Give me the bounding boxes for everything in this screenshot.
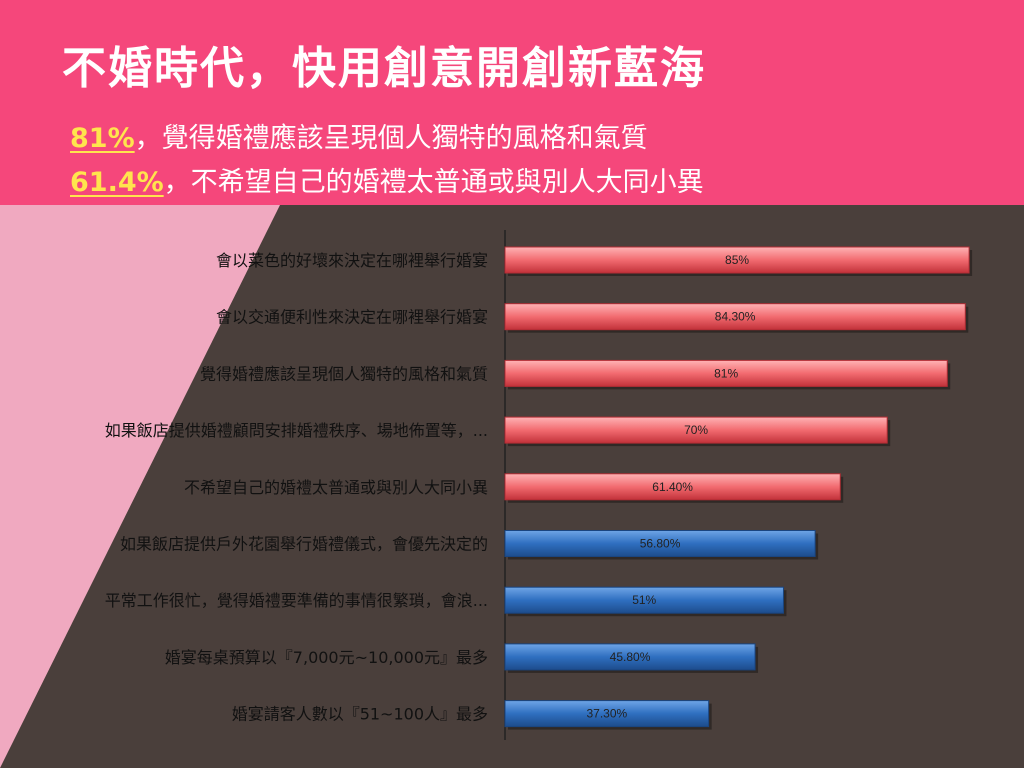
data-label-7: 51%	[632, 593, 656, 607]
left-pink-panel	[0, 205, 280, 768]
category-label-7: 平常工作很忙，覺得婚禮要準備的事情很繁瑣，會浪...	[105, 591, 488, 610]
bar-5	[504, 473, 841, 501]
category-label-6: 如果飯店提供戶外花園舉行婚禮儀式，會優先決定的	[120, 535, 488, 554]
highlight-percent-1: 81%	[70, 123, 135, 154]
slide-title: 不婚時代，快用創意開創新藍海	[62, 43, 706, 94]
highlight-text-2: ，不希望自己的婚禮太普通或與別人大同小異	[163, 167, 704, 198]
highlight-text-1: ，覺得婚禮應該呈現個人獨特的風格和氣質	[134, 123, 648, 154]
bar-1	[504, 246, 970, 274]
highlight-line-1: 81%，覺得婚禮應該呈現個人獨特的風格和氣質	[70, 116, 648, 155]
bar-9	[504, 700, 710, 728]
bar-4	[504, 416, 888, 444]
data-label-6: 56.80%	[640, 537, 681, 551]
data-label-1: 85%	[725, 253, 749, 267]
data-label-8: 45.80%	[610, 650, 651, 664]
category-label-4: 如果飯店提供婚禮顧問安排婚禮秩序、場地佈置等，...	[105, 421, 488, 440]
bar-6	[504, 530, 816, 557]
category-label-2: 會以交通便利性來決定在哪裡舉行婚宴	[216, 308, 488, 327]
highlight-line-2: 61.4%，不希望自己的婚禮太普通或與別人大同小異	[70, 160, 704, 199]
category-label-9: 婚宴請客人數以『51~100人』最多	[232, 705, 488, 724]
data-label-2: 84.30%	[715, 310, 756, 324]
category-label-1: 會以菜色的好壞來決定在哪裡舉行婚宴	[216, 251, 488, 270]
bars-group: 85% 會以菜色的好壞來決定在哪裡舉行婚宴 84.30% 會以交通便利性來決定在哪裡舉…	[105, 246, 973, 730]
bar-2	[504, 303, 966, 331]
data-label-5: 61.40%	[652, 480, 693, 494]
bar-chart: 85% 會以菜色的好壞來決定在哪裡舉行婚宴 84.30% 會以交通便利性來決定在哪裡舉…	[105, 230, 973, 740]
category-label-8: 婚宴每桌預算以『7,000元~10,000元』最多	[165, 648, 488, 667]
header-banner: 不婚時代，快用創意開創新藍海 81%，覺得婚禮應該呈現個人獨特的風格和氣質 61…	[0, 0, 1024, 205]
data-label-3: 81%	[714, 366, 738, 380]
bar-8	[504, 643, 756, 671]
category-label-3: 覺得婚禮應該呈現個人獨特的風格和氣質	[200, 364, 488, 383]
highlight-percent-2: 61.4%	[70, 167, 164, 198]
background-panels	[0, 205, 1024, 768]
category-label-5: 不希望自己的婚禮太普通或與別人大同小異	[184, 478, 488, 497]
bar-3	[504, 359, 948, 387]
data-label-4: 70%	[684, 423, 708, 437]
bar-7	[504, 586, 784, 614]
data-label-9: 37.30%	[586, 707, 627, 721]
